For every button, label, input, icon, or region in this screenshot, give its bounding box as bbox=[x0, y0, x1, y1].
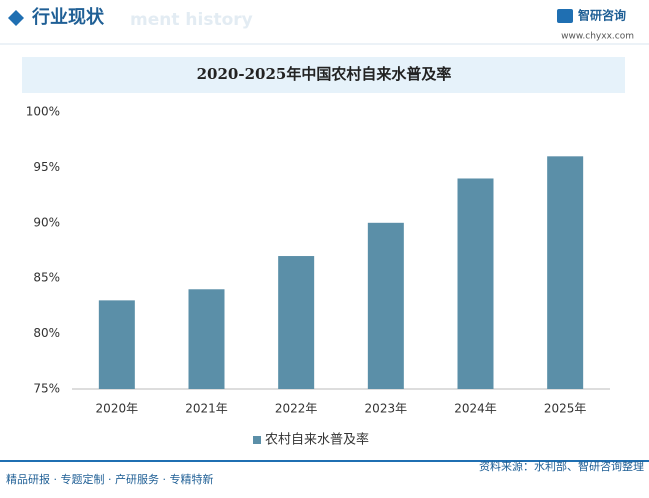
y-tick-label: 90% bbox=[33, 215, 60, 229]
bar bbox=[457, 178, 494, 389]
bar bbox=[547, 156, 584, 389]
bar bbox=[278, 256, 315, 389]
footer-source: 资料来源：水利部、智研咨询整理 bbox=[479, 459, 644, 473]
x-tick-label: 2023年 bbox=[365, 402, 408, 416]
bar bbox=[367, 222, 404, 389]
y-tick-label: 95% bbox=[33, 160, 60, 174]
x-tick-label: 2025年 bbox=[544, 402, 587, 416]
y-tick-label: 75% bbox=[33, 382, 60, 396]
header-title: 行业现状 bbox=[31, 6, 105, 28]
y-tick-label: 100% bbox=[26, 105, 60, 119]
title-band bbox=[22, 57, 625, 93]
x-tick-label: 2024年 bbox=[454, 402, 497, 416]
x-tick-label: 2022年 bbox=[275, 402, 318, 416]
x-tick-label: 2021年 bbox=[185, 402, 228, 416]
legend-label: 农村自来水普及率 bbox=[265, 432, 369, 448]
url: www.chyxx.com bbox=[561, 32, 634, 42]
bar bbox=[98, 300, 135, 389]
logo-icon bbox=[557, 9, 573, 23]
legend-swatch bbox=[253, 436, 261, 444]
footer-tagline: 精品研报 · 专题定制 · 产研服务 · 专精特新 bbox=[6, 472, 213, 486]
y-tick-label: 85% bbox=[33, 271, 60, 285]
y-tick-label: 80% bbox=[33, 326, 60, 340]
header-watermark: ment history bbox=[130, 10, 253, 30]
chart-title: 2020-2025年中国农村自来水普及率 bbox=[197, 65, 452, 83]
bar bbox=[188, 289, 225, 389]
brand: 智研咨询 bbox=[577, 8, 626, 23]
header-icon bbox=[8, 10, 24, 26]
x-tick-label: 2020年 bbox=[96, 402, 139, 416]
